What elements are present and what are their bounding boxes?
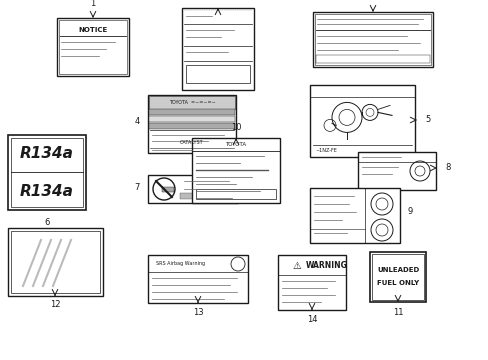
Text: 13: 13 [192, 308, 203, 317]
Text: 2: 2 [215, 0, 220, 2]
Bar [196, 189, 275, 199]
Bar [148, 255, 247, 303]
Bar [162, 187, 174, 192]
Bar [8, 228, 103, 296]
Text: ⚠: ⚠ [292, 261, 301, 271]
Bar [57, 18, 129, 76]
Bar [149, 116, 235, 122]
Text: 8: 8 [444, 163, 449, 172]
Text: SRS Airbag Warning: SRS Airbag Warning [156, 261, 204, 266]
Bar [149, 96, 235, 109]
Text: ~1NZ-FE: ~1NZ-FE [314, 148, 336, 153]
Text: 11: 11 [392, 308, 403, 317]
Bar [357, 152, 435, 190]
Bar [185, 65, 249, 83]
Text: 12: 12 [50, 300, 60, 309]
Bar [149, 123, 235, 129]
Text: TOYOTA  =~=~=~: TOYOTA =~=~=~ [168, 99, 215, 104]
Text: TOYOTA: TOYOTA [225, 143, 246, 148]
Text: 9: 9 [407, 207, 412, 216]
Text: 3: 3 [369, 0, 375, 2]
Bar [369, 252, 425, 302]
Bar [315, 55, 429, 63]
Bar [149, 109, 235, 115]
Text: R134a: R134a [20, 146, 74, 161]
Bar [182, 8, 253, 90]
Text: 10: 10 [230, 123, 241, 132]
Text: UNLEADED: UNLEADED [376, 266, 418, 273]
Bar [11, 138, 83, 207]
Bar [312, 12, 432, 67]
Bar [309, 188, 399, 243]
Bar [192, 138, 280, 203]
Text: 5: 5 [424, 116, 429, 125]
Text: 7: 7 [134, 184, 140, 193]
Bar [148, 95, 236, 153]
Bar [309, 85, 414, 157]
Bar [148, 175, 238, 203]
Bar [59, 20, 127, 74]
Text: NOTICE: NOTICE [78, 27, 107, 33]
Bar [8, 135, 86, 210]
Bar [11, 231, 100, 293]
Text: 14: 14 [306, 315, 317, 324]
Text: 4: 4 [135, 117, 140, 126]
Text: 1: 1 [90, 0, 96, 8]
Text: R134a: R134a [20, 184, 74, 199]
Text: FUEL ONLY: FUEL ONLY [376, 280, 418, 286]
Bar [314, 14, 430, 65]
Text: CATALYST: CATALYST [180, 140, 203, 145]
Bar [371, 254, 423, 300]
Bar [278, 255, 346, 310]
Text: WARNING: WARNING [305, 261, 347, 270]
Bar [180, 193, 236, 199]
Text: 6: 6 [44, 218, 50, 227]
